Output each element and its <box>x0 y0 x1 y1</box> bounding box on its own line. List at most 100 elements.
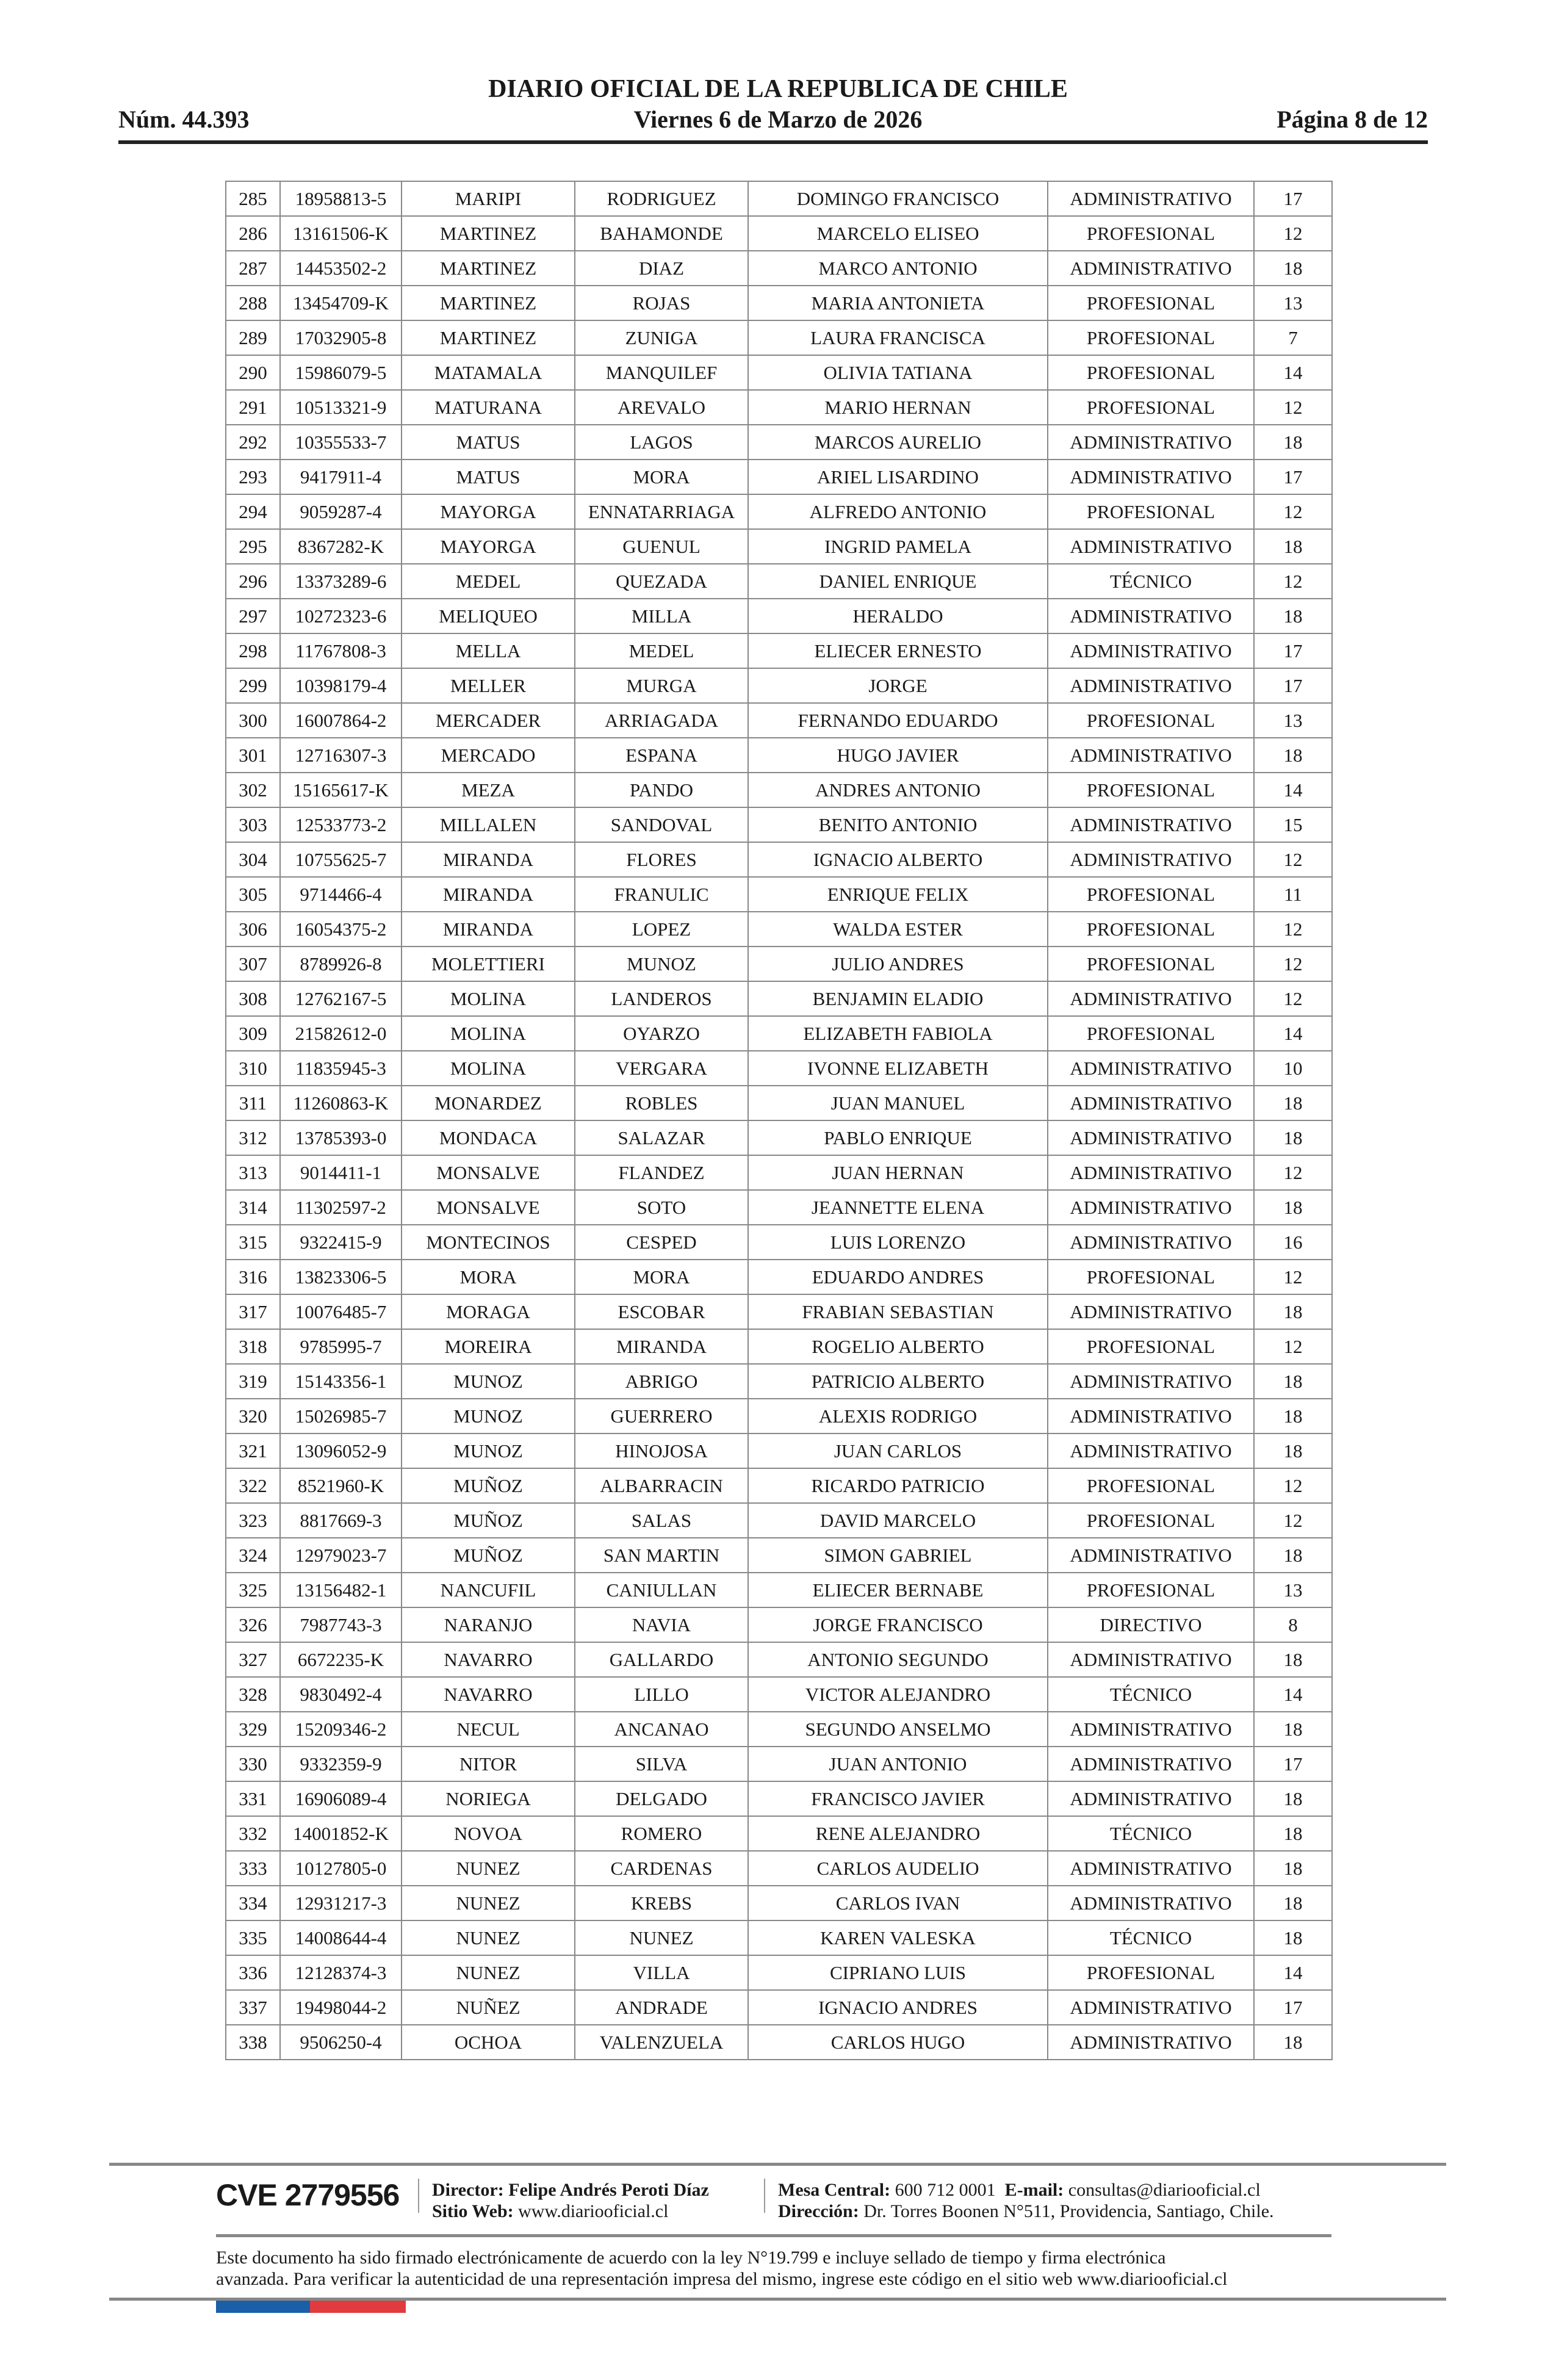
cell-last-name-1: NAVARRO <box>401 1642 575 1678</box>
cell-first-names: SEGUNDO ANSELMO <box>747 1711 1048 1747</box>
cell-category: PROFESIONAL <box>1047 1329 1255 1365</box>
cell-rut: 13156482-1 <box>279 1572 402 1608</box>
cell-first-names: KAREN VALESKA <box>747 1920 1048 1956</box>
cell-rut: 11835945-3 <box>279 1050 402 1086</box>
cell-rut: 15165617-K <box>279 772 402 808</box>
cell-last-name-1: NAVARRO <box>401 1676 575 1712</box>
table-row: 292 10355533-7 MATUS LAGOS MARCOS AURELIO ADM… <box>225 424 1333 460</box>
cell-row-number: 329 <box>225 1711 281 1747</box>
signature-notice-line: Este documento ha sido firmado electróni… <box>216 2248 1166 2268</box>
cell-category: PROFESIONAL <box>1047 876 1255 912</box>
cell-first-names: JEANNETTE ELENA <box>747 1189 1048 1225</box>
table-row: 318 9785995-7 MOREIRA MIRANDA ROGELIO ALBERT… <box>225 1329 1333 1365</box>
cell-first-names: PATRICIO ALBERTO <box>747 1363 1048 1399</box>
signature-notice-line: avanzada. Para verificar la autenticidad… <box>216 2269 1228 2289</box>
cell-last-name-1: NUÑEZ <box>401 1989 575 2025</box>
cell-rut: 12716307-3 <box>279 737 402 773</box>
cell-first-names: SIMON GABRIEL <box>747 1537 1048 1573</box>
cell-rut: 8817669-3 <box>279 1502 402 1538</box>
cell-first-names: ENRIQUE FELIX <box>747 876 1048 912</box>
email-link[interactable]: consultas@diariooficial.cl <box>1068 2180 1261 2200</box>
table-row: 306 16054375-2 MIRANDA LOPEZ WALDA ESTER PROF… <box>225 911 1333 947</box>
cell-category: ADMINISTRATIVO <box>1047 737 1255 773</box>
cell-last-name-2: NUNEZ <box>574 1920 749 1956</box>
table-row: 320 15026985-7 MUNOZ GUERRERO ALEXIS RODRIGO… <box>225 1398 1333 1434</box>
cell-rut: 11260863-K <box>279 1085 402 1121</box>
cell-last-name-1: MATAMALA <box>401 355 575 391</box>
cell-last-name-1: NITOR <box>401 1746 575 1782</box>
cell-value: 12 <box>1253 389 1333 425</box>
cell-value: 17 <box>1253 459 1333 495</box>
footer-divider <box>764 2179 765 2213</box>
cell-last-name-1: MAYORGA <box>401 494 575 530</box>
table-row: 310 11835945-3 MOLINA VERGARA IVONNE ELIZABE… <box>225 1050 1333 1086</box>
table-row: 286 13161506-K MARTINEZ BAHAMONDE MARCELO EL… <box>225 215 1333 251</box>
cell-row-number: 313 <box>225 1155 281 1191</box>
table-row: 287 14453502-2 MARTINEZ DIAZ MARCO ANTONIO AD… <box>225 250 1333 286</box>
flag-bar-blue <box>216 2301 310 2313</box>
cell-first-names: CARLOS AUDELIO <box>747 1850 1048 1886</box>
cell-first-names: FERNANDO EDUARDO <box>747 702 1048 738</box>
cell-last-name-1: MOLINA <box>401 981 575 1017</box>
cell-row-number: 335 <box>225 1920 281 1956</box>
cell-value: 17 <box>1253 1989 1333 2025</box>
cell-category: PROFESIONAL <box>1047 1259 1255 1295</box>
cell-first-names: LUIS LORENZO <box>747 1224 1048 1260</box>
cell-last-name-1: MELLER <box>401 668 575 704</box>
cell-last-name-2: VERGARA <box>574 1050 749 1086</box>
cell-value: 12 <box>1253 1468 1333 1504</box>
cell-rut: 10272323-6 <box>279 598 402 634</box>
cell-value: 18 <box>1253 598 1333 634</box>
table-row: 330 9332359-9 NITOR SILVA JUAN ANTONIO ADMINI… <box>225 1746 1333 1782</box>
cell-category: ADMINISTRATIVO <box>1047 1120 1255 1156</box>
table-row: 297 10272323-6 MELIQUEO MILLA HERALDO ADMINIS… <box>225 598 1333 634</box>
cell-last-name-2: CANIULLAN <box>574 1572 749 1608</box>
cell-rut: 14453502-2 <box>279 250 402 286</box>
cell-value: 18 <box>1253 1120 1333 1156</box>
cell-rut: 13096052-9 <box>279 1433 402 1469</box>
cell-row-number: 301 <box>225 737 281 773</box>
cell-category: PROFESIONAL <box>1047 1572 1255 1608</box>
cell-category: ADMINISTRATIVO <box>1047 1294 1255 1330</box>
table-row: 299 10398179-4 MELLER MURGA JORGE ADMINISTRAT… <box>225 668 1333 704</box>
cell-last-name-2: SANDOVAL <box>574 807 749 843</box>
cell-row-number: 293 <box>225 459 281 495</box>
cell-category: ADMINISTRATIVO <box>1047 1885 1255 1921</box>
cell-row-number: 334 <box>225 1885 281 1921</box>
cell-rut: 9059287-4 <box>279 494 402 530</box>
cell-last-name-2: VALENZUELA <box>574 2024 749 2060</box>
table-row: 322 8521960-K MUÑOZ ALBARRACIN RICARDO PATRI… <box>225 1468 1333 1504</box>
cell-first-names: JUAN ANTONIO <box>747 1746 1048 1782</box>
table-row: 314 11302597-2 MONSALVE SOTO JEANNETTE ELENA… <box>225 1189 1333 1225</box>
cell-row-number: 325 <box>225 1572 281 1608</box>
cell-rut: 9014411-1 <box>279 1155 402 1191</box>
cell-last-name-1: MEDEL <box>401 563 575 599</box>
cell-last-name-2: NAVIA <box>574 1607 749 1643</box>
cell-last-name-2: GUERRERO <box>574 1398 749 1434</box>
cell-value: 18 <box>1253 1885 1333 1921</box>
cell-first-names: HERALDO <box>747 598 1048 634</box>
cell-rut: 11767808-3 <box>279 633 402 669</box>
cell-last-name-1: MOLINA <box>401 1050 575 1086</box>
cell-first-names: JUAN MANUEL <box>747 1085 1048 1121</box>
cell-last-name-1: MUÑOZ <box>401 1537 575 1573</box>
website-link[interactable]: www.diariooficial.cl <box>518 2201 669 2221</box>
cell-last-name-2: LANDEROS <box>574 981 749 1017</box>
cell-row-number: 336 <box>225 1955 281 1991</box>
table-row: 301 12716307-3 MERCADO ESPANA HUGO JAVIER ADM… <box>225 737 1333 773</box>
cell-category: PROFESIONAL <box>1047 355 1255 391</box>
cell-value: 12 <box>1253 981 1333 1017</box>
cell-value: 14 <box>1253 772 1333 808</box>
cell-row-number: 291 <box>225 389 281 425</box>
cell-last-name-1: MIRANDA <box>401 911 575 947</box>
cell-last-name-1: MELIQUEO <box>401 598 575 634</box>
cell-first-names: HUGO JAVIER <box>747 737 1048 773</box>
table-row: 336 12128374-3 NUNEZ VILLA CIPRIANO LUIS PROF… <box>225 1955 1333 1991</box>
cell-first-names: IGNACIO ALBERTO <box>747 842 1048 878</box>
cell-last-name-1: OCHOA <box>401 2024 575 2060</box>
cell-value: 12 <box>1253 946 1333 982</box>
table-row: 309 21582612-0 MOLINA OYARZO ELIZABETH FABIO… <box>225 1015 1333 1051</box>
cell-last-name-1: MUÑOZ <box>401 1502 575 1538</box>
cell-rut: 15026985-7 <box>279 1398 402 1434</box>
cell-last-name-2: CARDENAS <box>574 1850 749 1886</box>
